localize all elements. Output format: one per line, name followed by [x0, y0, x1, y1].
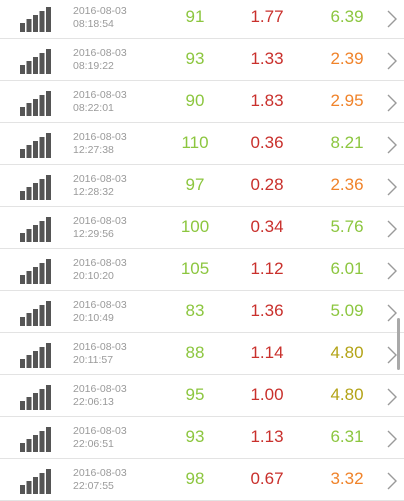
row-time: 22:06:51 — [73, 438, 114, 450]
row-time: 08:22:01 — [73, 102, 114, 114]
value-2: 1.36 — [250, 301, 284, 320]
list-item[interactable]: 2016-08-03 08:18:54 91 1.77 6.39 — [0, 0, 404, 39]
signal-bars-icon — [20, 49, 52, 74]
value-3: 6.31 — [330, 427, 364, 446]
signal-bars-icon — [20, 385, 52, 410]
row-time: 22:06:13 — [73, 396, 114, 408]
value-3: 3.32 — [330, 469, 364, 488]
signal-bars-icon — [20, 175, 52, 200]
value-2: 0.28 — [250, 175, 284, 194]
value-1: 105 — [180, 259, 210, 278]
value-3: 5.09 — [330, 301, 364, 320]
value-2: 0.67 — [250, 469, 284, 488]
value-2: 0.36 — [250, 133, 284, 152]
signal-bars-icon — [20, 427, 52, 452]
chevron-right-icon[interactable] — [386, 9, 398, 29]
row-time: 20:10:49 — [73, 312, 114, 324]
value-1: 88 — [185, 343, 205, 362]
chevron-right-icon[interactable] — [386, 93, 398, 113]
value-2: 1.77 — [250, 7, 284, 26]
list-item[interactable]: 2016-08-03 20:10:20 105 1.12 6.01 — [0, 249, 404, 291]
row-time: 12:28:32 — [73, 186, 114, 198]
chevron-right-icon[interactable] — [386, 345, 398, 365]
row-time: 12:27:38 — [73, 144, 114, 156]
value-1: 83 — [185, 301, 205, 320]
value-1: 93 — [185, 427, 205, 446]
row-time: 20:11:57 — [73, 354, 114, 366]
row-time: 08:18:54 — [73, 18, 114, 30]
signal-bars-icon — [20, 343, 52, 368]
chevron-right-icon[interactable] — [386, 429, 398, 449]
row-time: 08:19:22 — [73, 60, 114, 72]
value-1: 100 — [180, 217, 210, 236]
value-1: 97 — [185, 175, 205, 194]
list-item[interactable]: 2016-08-03 22:06:13 95 1.00 4.80 — [0, 375, 404, 417]
signal-bars-icon — [20, 259, 52, 284]
signal-bars-icon — [20, 301, 52, 326]
value-1: 98 — [185, 469, 205, 488]
signal-bars-icon — [20, 469, 52, 494]
value-2: 0.34 — [250, 217, 284, 236]
value-3: 2.36 — [330, 175, 364, 194]
signal-bars-icon — [20, 91, 52, 116]
value-3: 8.21 — [330, 133, 364, 152]
list-item[interactable]: 2016-08-03 08:19:22 93 1.33 2.39 — [0, 39, 404, 81]
value-2: 1.12 — [250, 259, 284, 278]
list-item[interactable]: 2016-08-03 22:07:55 98 0.67 3.32 — [0, 459, 404, 501]
row-date: 2016-08-03 — [73, 89, 127, 101]
chevron-right-icon[interactable] — [386, 219, 398, 239]
chevron-right-icon[interactable] — [386, 471, 398, 491]
value-3: 6.39 — [330, 7, 364, 26]
chevron-right-icon[interactable] — [386, 303, 398, 323]
row-date: 2016-08-03 — [73, 257, 127, 269]
list-item[interactable]: 2016-08-03 08:22:01 90 1.83 2.95 — [0, 81, 404, 123]
row-date: 2016-08-03 — [73, 299, 127, 311]
value-1: 93 — [185, 49, 205, 68]
list-item[interactable]: 2016-08-03 20:11:57 88 1.14 4.80 — [0, 333, 404, 375]
row-date: 2016-08-03 — [73, 425, 127, 437]
chevron-right-icon[interactable] — [386, 135, 398, 155]
list-item[interactable]: 2016-08-03 20:10:49 83 1.36 5.09 — [0, 291, 404, 333]
value-1: 95 — [185, 385, 205, 404]
value-1: 110 — [181, 133, 209, 152]
value-2: 1.00 — [250, 385, 284, 404]
row-date: 2016-08-03 — [73, 47, 127, 59]
row-date: 2016-08-03 — [73, 131, 127, 143]
row-date: 2016-08-03 — [73, 5, 127, 17]
value-2: 1.14 — [250, 343, 284, 362]
list-item[interactable]: 2016-08-03 12:28:32 97 0.28 2.36 — [0, 165, 404, 207]
signal-bars-icon — [20, 217, 52, 242]
value-2: 1.13 — [250, 427, 284, 446]
chevron-right-icon[interactable] — [386, 387, 398, 407]
list-item[interactable]: 2016-08-03 12:29:56 100 0.34 5.76 — [0, 207, 404, 249]
row-date: 2016-08-03 — [73, 215, 127, 227]
row-time: 12:29:56 — [73, 228, 114, 240]
value-2: 1.83 — [250, 91, 284, 110]
chevron-right-icon[interactable] — [386, 177, 398, 197]
value-3: 2.95 — [330, 91, 364, 110]
scrollbar[interactable] — [397, 318, 400, 370]
value-2: 1.33 — [250, 49, 284, 68]
list-item[interactable]: 2016-08-03 12:27:38 110 0.36 8.21 — [0, 123, 404, 165]
value-3: 4.80 — [330, 385, 364, 404]
row-date: 2016-08-03 — [73, 383, 127, 395]
value-3: 4.80 — [330, 343, 364, 362]
row-date: 2016-08-03 — [73, 341, 127, 353]
row-date: 2016-08-03 — [73, 467, 127, 479]
signal-bars-icon — [20, 7, 52, 32]
row-time: 20:10:20 — [73, 270, 114, 282]
value-1: 90 — [185, 91, 205, 110]
list-item[interactable]: 2016-08-03 22:06:51 93 1.13 6.31 — [0, 417, 404, 459]
value-3: 5.76 — [330, 217, 364, 236]
signal-bars-icon — [20, 133, 52, 158]
row-date: 2016-08-03 — [73, 173, 127, 185]
value-3: 6.01 — [330, 259, 364, 278]
row-time: 22:07:55 — [73, 480, 114, 492]
chevron-right-icon[interactable] — [386, 261, 398, 281]
value-1: 91 — [185, 7, 205, 26]
chevron-right-icon[interactable] — [386, 51, 398, 71]
value-3: 2.39 — [330, 49, 364, 68]
